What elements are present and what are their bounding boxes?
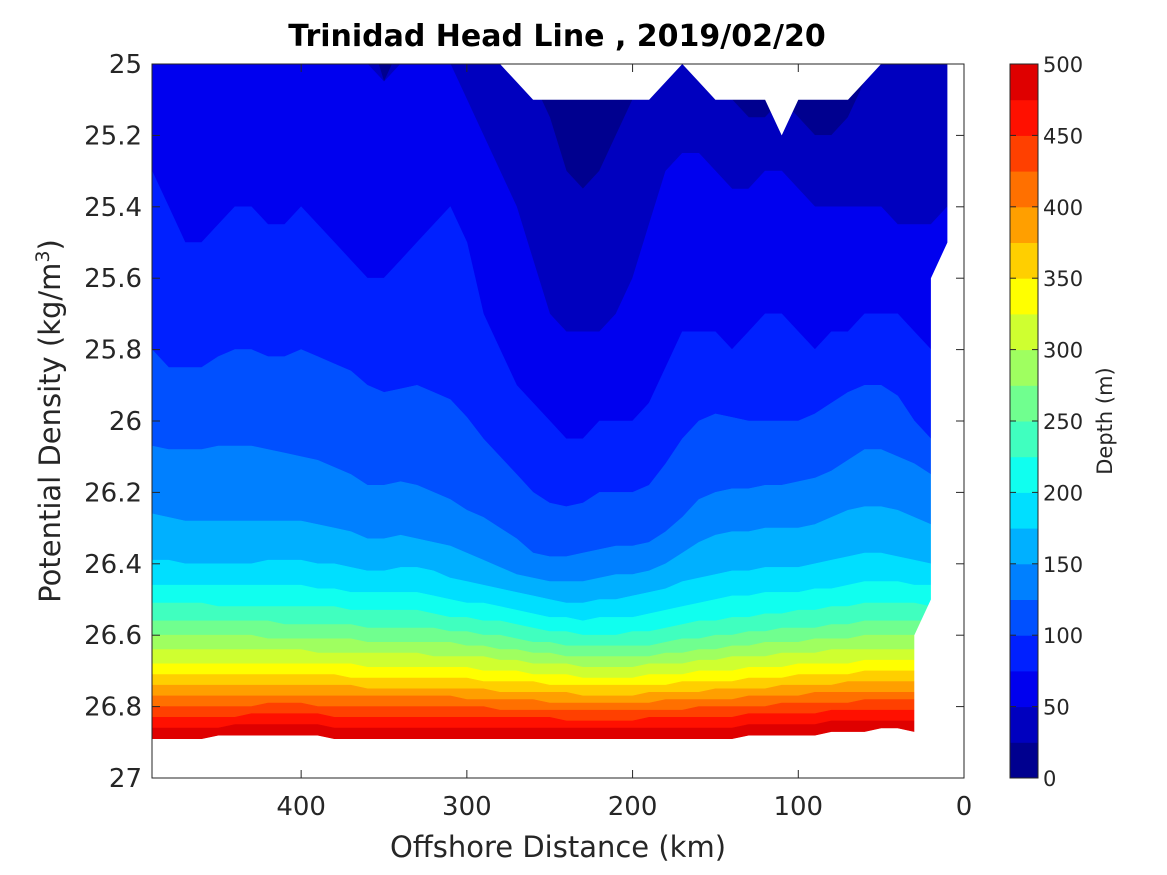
chart-title: Trinidad Head Line , 2019/02/20 [288,19,825,54]
colorbar-swatch-200 [1010,456,1038,493]
colorbar-ticks: 0 50 100 150 200 250 300 350 400 450 500 [1010,53,1083,791]
y-axis-label-superscript: 3 [32,250,54,262]
x-axis: 400 300 200 100 0 [276,64,972,822]
colorbar-swatch-325 [1010,278,1038,315]
colorbar-tick-label: 150 [1043,553,1083,577]
colorbar-swatch-300 [1010,313,1038,351]
y-tick-label: 25 [109,50,142,80]
colorbar-tick-label: 200 [1043,481,1083,505]
colorbar-swatch-400 [1010,171,1038,208]
y-tick-label: 25.2 [84,121,142,151]
colorbar-swatch-50 [1010,670,1038,708]
y-tick-label: 26.8 [84,693,142,723]
colorbar [1010,64,1038,779]
colorbar-swatch-75 [1010,635,1038,672]
colorbar-swatch-100 [1010,599,1038,636]
y-axis: 25 25.2 25.4 25.6 25.8 26 26.2 26.4 26.6 26.8 27 [84,50,964,794]
contour-fill-layer [152,64,948,740]
y-tick-label: 26 [109,407,142,437]
colorbar-tick-label: 50 [1043,696,1070,720]
colorbar-tick-label: 0 [1043,767,1056,791]
y-axis-label: Potential Density (kg/m3) [32,239,67,603]
y-tick-label: 26.6 [84,621,142,651]
colorbar-swatch-250 [1010,385,1038,422]
colorbar-swatch-225 [1010,421,1038,458]
colorbar-swatch-350 [1010,242,1038,279]
colorbar-swatch-450 [1010,99,1038,136]
colorbar-swatch-475 [1010,64,1038,101]
x-tick-label: 300 [442,792,492,822]
colorbar-swatch-125 [1010,563,1038,600]
colorbar-tick-label: 400 [1043,196,1083,220]
y-tick-label: 26.2 [84,478,142,508]
y-axis-label-end: ) [33,239,67,250]
x-tick-label: 400 [276,792,326,822]
colorbar-swatch-150 [1010,528,1038,565]
y-tick-label: 25.6 [84,264,142,294]
x-tick-label: 200 [608,792,658,822]
colorbar-tick-label: 100 [1043,624,1083,648]
colorbar-swatch-0 [1010,742,1038,779]
colorbar-tick-label: 300 [1043,339,1083,363]
colorbar-swatch-175 [1010,492,1038,529]
colorbar-label: Depth (m) [1093,367,1117,474]
y-tick-label: 25.4 [84,193,142,223]
y-tick-label: 26.4 [84,550,142,580]
colorbar-tick-label: 500 [1043,53,1083,77]
x-tick-label: 100 [773,792,823,822]
colorbar-swatch-375 [1010,206,1038,243]
x-axis-label: Offshore Distance (km) [390,830,726,864]
y-tick-label: 27 [109,764,142,794]
colorbar-swatch-425 [1010,135,1038,172]
y-axis-label-main: Potential Density (kg/m [33,263,67,603]
colorbar-swatch-275 [1010,349,1038,386]
colorbar-swatch-25 [1010,706,1038,743]
colorbar-tick-label: 350 [1043,267,1083,291]
colorbar-tick-label: 250 [1043,410,1083,434]
colorbar-tick-label: 450 [1043,124,1083,148]
x-tick-label: 0 [956,792,973,822]
y-tick-label: 25.8 [84,336,142,366]
